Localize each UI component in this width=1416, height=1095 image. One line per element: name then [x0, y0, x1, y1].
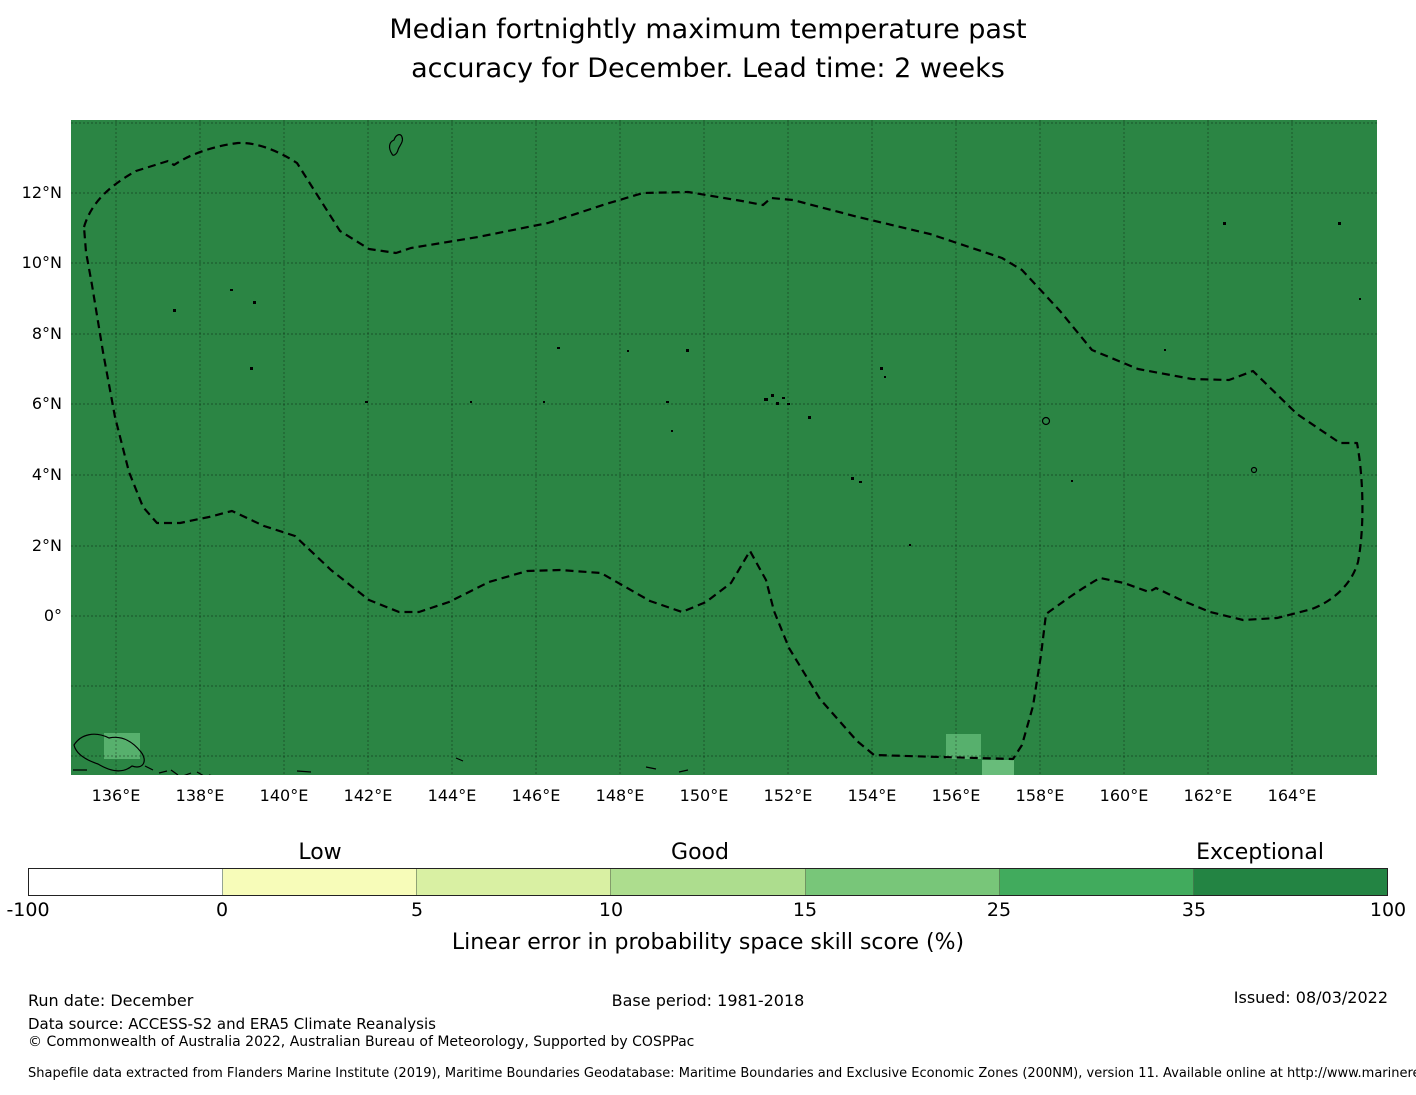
island-outline-west-tail — [126, 765, 218, 781]
colorbar-segment-15-to-25 — [805, 869, 1000, 895]
colorbar-segment-35-to-100 — [1193, 869, 1387, 895]
copyright-text: © Commonwealth of Australia 2022, Austra… — [28, 1034, 695, 1050]
guam-outline — [388, 134, 404, 156]
lower-skill-cells — [104, 733, 1014, 775]
colorbar-segment-0-to-5 — [223, 869, 418, 895]
y-tick-label: 10°N — [21, 253, 62, 272]
colorbar-segment--100-to-0 — [29, 869, 224, 895]
issued-date-text: Issued: 08/03/2022 — [1233, 988, 1388, 1007]
base-period-text: Base period: 1981-2018 — [611, 991, 805, 1010]
island-outline-west — [73, 733, 145, 772]
x-tick-label: 142°E — [343, 786, 393, 805]
x-tick-label: 162°E — [1183, 786, 1233, 805]
colorbar-tick-5: 5 — [410, 899, 424, 921]
run-date-text: Run date: December — [28, 991, 194, 1010]
colorbar-segment-10-to-15 — [611, 869, 806, 895]
x-tick-label: 146°E — [511, 786, 561, 805]
skill-colorbar — [28, 868, 1388, 896]
map-canvas — [71, 120, 1377, 781]
x-tick-label: 158°E — [1015, 786, 1065, 805]
ocean-skill-fill — [71, 120, 1377, 775]
title-line-2: accuracy for December. Lead time: 2 week… — [411, 53, 1005, 84]
x-tick-label: 144°E — [427, 786, 477, 805]
colorbar-tick-100: 100 — [1369, 899, 1407, 921]
colorbar-tick-15: 15 — [792, 899, 818, 921]
y-tick-label: 0° — [43, 606, 62, 625]
y-tick-label: 6°N — [31, 394, 62, 413]
lat-lon-gridlines — [71, 120, 1377, 775]
map-area — [71, 120, 1377, 781]
x-tick-label: 140°E — [259, 786, 309, 805]
x-tick-label: 138°E — [175, 786, 225, 805]
y-tick-label: 8°N — [31, 324, 62, 343]
x-tick-label: 164°E — [1267, 786, 1317, 805]
y-tick-label: 12°N — [21, 183, 62, 202]
y-tick-label: 4°N — [31, 465, 62, 484]
eez-boundary-dashed-outline — [82, 141, 1364, 761]
colorbar-tick-0: 0 — [215, 899, 229, 921]
colorbar-segment-5-to-10 — [417, 869, 612, 895]
x-tick-label: 148°E — [595, 786, 645, 805]
shapefile-note-text: Shapefile data extracted from Flanders M… — [28, 1066, 1416, 1081]
colorbar-tick-25: 25 — [986, 899, 1012, 921]
x-tick-label: 152°E — [763, 786, 813, 805]
y-tick-label: 2°N — [31, 536, 62, 555]
skill-cell-2 — [982, 760, 1014, 775]
x-tick-label: 154°E — [847, 786, 897, 805]
x-tick-label: 160°E — [1099, 786, 1149, 805]
colorbar-tick-10: 10 — [598, 899, 624, 921]
x-tick-label: 136°E — [91, 786, 141, 805]
atoll-specks — [173, 222, 1361, 546]
x-tick-label: 150°E — [679, 786, 729, 805]
pohnpei-ring — [1041, 416, 1051, 426]
colorbar-category-good: Good — [671, 840, 729, 865]
colorbar-tick-35: 35 — [1181, 899, 1207, 921]
colorbar-tick--100: -100 — [6, 899, 50, 921]
colorbar-segment-25-to-35 — [999, 869, 1194, 895]
colorbar-axis-label: Linear error in probability space skill … — [451, 930, 965, 955]
island-coastlines — [73, 134, 1258, 781]
data-source-text: Data source: ACCESS-S2 and ERA5 Climate … — [28, 1015, 436, 1033]
kosrae-ring — [1250, 466, 1258, 474]
colorbar-category-low: Low — [298, 840, 342, 865]
skill-cell-1 — [946, 734, 981, 759]
colorbar-category-exceptional: Exceptional — [1196, 840, 1324, 865]
figure-title: Median fortnightly maximum temperature p… — [0, 10, 1416, 88]
x-tick-label: 156°E — [931, 786, 981, 805]
title-line-1: Median fortnightly maximum temperature p… — [389, 14, 1027, 45]
island-bottom-edge-marks — [73, 757, 689, 773]
